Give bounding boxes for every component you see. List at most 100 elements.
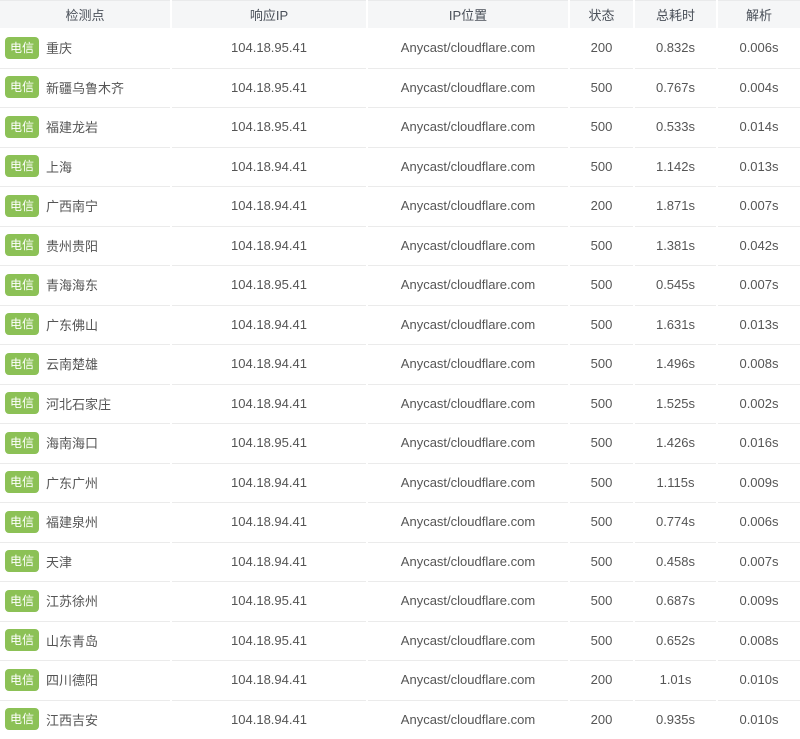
response-ip: 104.18.94.41: [172, 660, 366, 700]
column-header-total-time[interactable]: 总耗时: [635, 0, 716, 28]
node-cell: 电信 海南海口: [0, 423, 170, 463]
resolve-time: 0.010s: [718, 700, 800, 739]
ip-location: Anycast/cloudflare.com: [368, 344, 568, 384]
column-header-resolve-time[interactable]: 解析: [718, 0, 800, 28]
node-name: 贵州贵阳: [46, 238, 99, 254]
ip-location: Anycast/cloudflare.com: [400, 40, 536, 56]
ip-location: Anycast/cloudflare.com: [368, 305, 568, 345]
total-time: 1.871s: [635, 186, 716, 226]
total-time: 0.935s: [635, 700, 716, 739]
ip-location: Anycast/cloudflare.com: [368, 226, 568, 266]
table-row: 电信 青海海东 104.18.95.41 Anycast/cloudflare.…: [0, 265, 800, 305]
resolve-time: 0.014s: [718, 107, 800, 147]
total-time: 1.01s: [635, 660, 716, 700]
resolve-time: 0.042s: [718, 226, 800, 266]
table-body: 电信 重庆 104.18.95.41 Anycast/cloudflare.co…: [0, 28, 800, 739]
status-code: 500: [570, 502, 633, 542]
resolve-time: 0.009s: [718, 463, 800, 503]
table-header: 检测点 响应IP IP位置 状态 总耗时 解析: [0, 0, 800, 28]
table-row: 电信 云南楚雄 104.18.94.41 Anycast/cloudflare.…: [0, 344, 800, 384]
status-code: 200: [570, 660, 633, 700]
total-time: 1.115s: [635, 463, 716, 503]
node-name: 山东青岛: [46, 633, 99, 649]
ip-location: Anycast/cloudflare.com: [368, 581, 568, 621]
node-cell: 电信 江西吉安: [0, 700, 170, 739]
ip-location: Anycast/cloudflare.com: [368, 265, 568, 305]
status-code: 200: [570, 186, 633, 226]
status-code: 500: [570, 344, 633, 384]
node-name: 广东佛山: [46, 317, 99, 333]
ip-location: Anycast/cloudflare.com: [368, 463, 568, 503]
column-header-status[interactable]: 状态: [570, 0, 633, 28]
node-name: 重庆: [46, 41, 73, 57]
response-ip: 104.18.94.41: [172, 344, 366, 384]
status-code: 500: [570, 542, 633, 582]
node-cell: 电信 上海: [0, 147, 170, 187]
isp-badge: 电信: [5, 708, 40, 731]
node-cell: 电信 重庆: [0, 28, 170, 68]
isp-badge: 电信: [5, 234, 40, 257]
node-cell: 电信 青海海东: [0, 265, 170, 305]
total-time: 0.652s: [635, 621, 716, 661]
table-row: 电信 上海 104.18.94.41 Anycast/cloudflare.co…: [0, 147, 800, 187]
status-code: 500: [570, 423, 633, 463]
total-time: 1.496s: [635, 344, 716, 384]
total-time: 0.545s: [635, 265, 716, 305]
ip-location: Anycast/cloudflare.com: [368, 660, 568, 700]
node-cell: 电信 贵州贵阳: [0, 226, 170, 266]
response-ip: 104.18.94.41: [172, 186, 366, 226]
total-time: 1.426s: [635, 423, 716, 463]
response-ip: 104.18.94.41: [172, 463, 366, 503]
status-code: 500: [570, 226, 633, 266]
total-time: 0.832s: [655, 40, 696, 56]
node-cell: 电信 四川德阳: [0, 660, 170, 700]
status-code: 200: [590, 40, 613, 56]
isp-badge: 电信: [5, 273, 40, 296]
isp-badge: 电信: [5, 471, 40, 494]
isp-badge: 电信: [5, 313, 40, 336]
node-name: 四川德阳: [46, 673, 99, 689]
ip-location: Anycast/cloudflare.com: [368, 68, 568, 108]
isp-badge: 电信: [5, 155, 40, 178]
status-code: 500: [570, 107, 633, 147]
node-name: 河北石家庄: [46, 396, 112, 412]
resolve-time: 0.007s: [718, 542, 800, 582]
column-header-response-ip[interactable]: 响应IP: [172, 0, 366, 28]
resolve-time: 0.013s: [718, 305, 800, 345]
resolve-time: 0.016s: [718, 423, 800, 463]
resolve-time: 0.008s: [718, 344, 800, 384]
response-ip: 104.18.94.41: [172, 305, 366, 345]
ip-location: Anycast/cloudflare.com: [368, 147, 568, 187]
status-code: 200: [570, 700, 633, 739]
node-name: 云南楚雄: [46, 357, 99, 373]
isp-badge: 电信: [5, 629, 40, 652]
resolve-time: 0.007s: [718, 186, 800, 226]
table-row: 电信 广西南宁 104.18.94.41 Anycast/cloudflare.…: [0, 186, 800, 226]
resolve-time: 0.006s: [718, 502, 800, 542]
node-cell: 电信 福建龙岩: [0, 107, 170, 147]
total-time: 1.142s: [635, 147, 716, 187]
ip-location: Anycast/cloudflare.com: [368, 542, 568, 582]
table-row: 电信 贵州贵阳 104.18.94.41 Anycast/cloudflare.…: [0, 226, 800, 266]
column-header-ip-location[interactable]: IP位置: [368, 0, 568, 28]
status-code: 500: [570, 581, 633, 621]
node-cell: 电信 天津: [0, 542, 170, 582]
node-cell: 电信 河北石家庄: [0, 384, 170, 424]
table-row: 电信 广东佛山 104.18.94.41 Anycast/cloudflare.…: [0, 305, 800, 345]
isp-badge: 电信: [5, 194, 40, 217]
node-cell: 电信 新疆乌鲁木齐: [0, 68, 170, 108]
response-ip: 104.18.94.41: [172, 542, 366, 582]
column-header-node[interactable]: 检测点: [0, 0, 170, 28]
response-ip: 104.18.95.41: [172, 621, 366, 661]
ip-location: Anycast/cloudflare.com: [368, 107, 568, 147]
node-name: 海南海口: [46, 436, 99, 452]
response-ip: 104.18.95.41: [172, 107, 366, 147]
node-cell: 电信 广东广州: [0, 463, 170, 503]
node-name: 上海: [46, 159, 73, 175]
status-code: 500: [570, 384, 633, 424]
response-ip: 104.18.95.41: [172, 423, 366, 463]
ip-location: Anycast/cloudflare.com: [368, 423, 568, 463]
isp-badge: 电信: [5, 392, 40, 415]
node-name: 新疆乌鲁木齐: [46, 80, 125, 96]
